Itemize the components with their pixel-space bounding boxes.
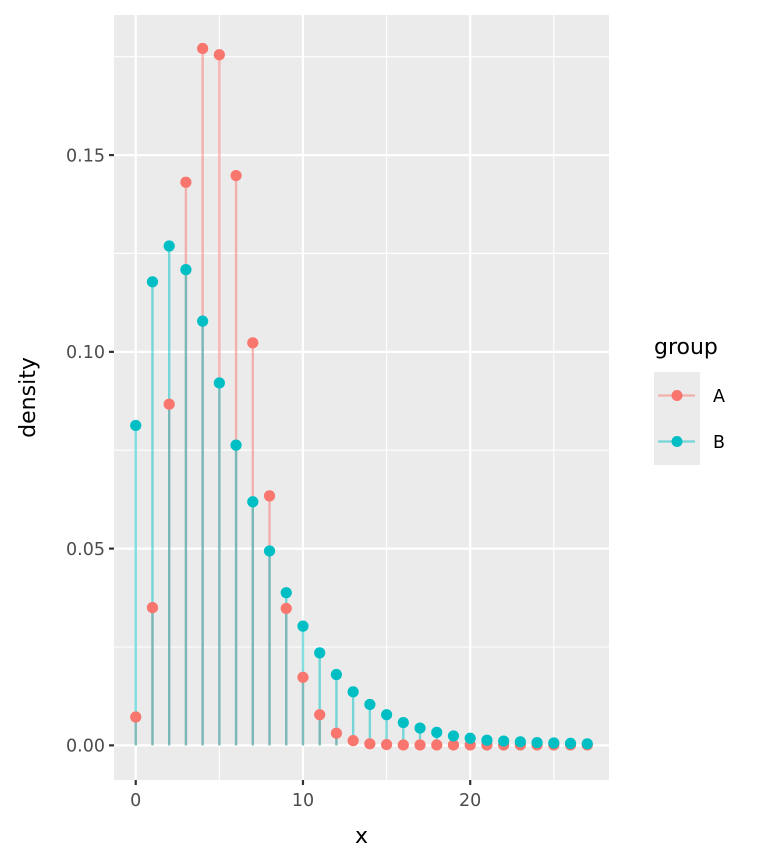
x-axis-title: x (355, 824, 368, 849)
legend-item-a[interactable]: A (658, 387, 725, 407)
point-a (447, 739, 460, 751)
y-tick-label: 0.15 (66, 146, 105, 166)
point-a (263, 490, 276, 502)
y-tick-label: 0.05 (66, 540, 105, 560)
series-a-points (130, 42, 593, 751)
point-a (280, 602, 292, 615)
legend-key-b-point (671, 436, 683, 447)
point-b (197, 315, 209, 327)
legend: group A B (654, 335, 725, 465)
point-b (431, 726, 443, 738)
y-axis-title: density (16, 357, 41, 438)
point-b (330, 668, 343, 681)
point-a (197, 42, 209, 55)
point-b (163, 240, 175, 252)
point-a (230, 169, 242, 182)
point-a (314, 709, 326, 721)
major-gridlines (114, 15, 609, 780)
point-b (447, 730, 460, 742)
point-a (397, 739, 409, 751)
x-axis: 0 10 20 (130, 780, 481, 811)
point-b (397, 716, 409, 729)
point-a (380, 738, 393, 751)
point-b (146, 276, 159, 288)
point-b (514, 736, 526, 748)
point-a (297, 671, 309, 683)
point-b (180, 264, 192, 276)
point-a (146, 602, 159, 614)
point-b (280, 587, 292, 599)
point-b (464, 732, 476, 744)
point-b (414, 722, 426, 734)
legend-key-a-point (671, 390, 683, 401)
point-b (531, 737, 543, 749)
legend-label-b: B (713, 433, 725, 453)
legend-title: group (654, 335, 718, 360)
point-a (180, 176, 192, 188)
point-b (481, 734, 493, 746)
legend-key-background (654, 372, 700, 465)
point-b (230, 439, 242, 451)
point-a (414, 739, 426, 751)
y-axis: 0.00 0.05 0.10 0.15 (66, 146, 114, 757)
point-b (213, 377, 225, 389)
point-b (498, 735, 510, 747)
y-tick-label: 0.00 (66, 737, 105, 757)
point-a (347, 735, 359, 747)
series-b-points (130, 240, 593, 750)
point-b (380, 709, 393, 721)
point-a (431, 739, 443, 751)
x-tick-label: 10 (292, 791, 314, 811)
legend-label-a: A (713, 387, 725, 407)
point-b (581, 738, 593, 750)
point-a (247, 337, 259, 349)
plot-panel (114, 15, 609, 780)
point-b (564, 737, 577, 750)
point-b (263, 545, 276, 557)
y-tick-label: 0.10 (66, 343, 105, 363)
point-b (247, 496, 259, 508)
x-tick-label: 0 (130, 791, 141, 811)
point-a (163, 398, 175, 410)
point-a (213, 49, 225, 61)
point-b (364, 698, 376, 711)
point-b (548, 737, 560, 749)
x-tick-label: 20 (459, 791, 481, 811)
point-a (364, 738, 376, 750)
point-b (297, 620, 309, 632)
point-b (314, 647, 326, 659)
point-a (330, 727, 343, 739)
point-a (130, 711, 142, 723)
legend-item-b[interactable]: B (658, 433, 725, 453)
point-b (130, 419, 142, 432)
point-b (347, 686, 359, 698)
